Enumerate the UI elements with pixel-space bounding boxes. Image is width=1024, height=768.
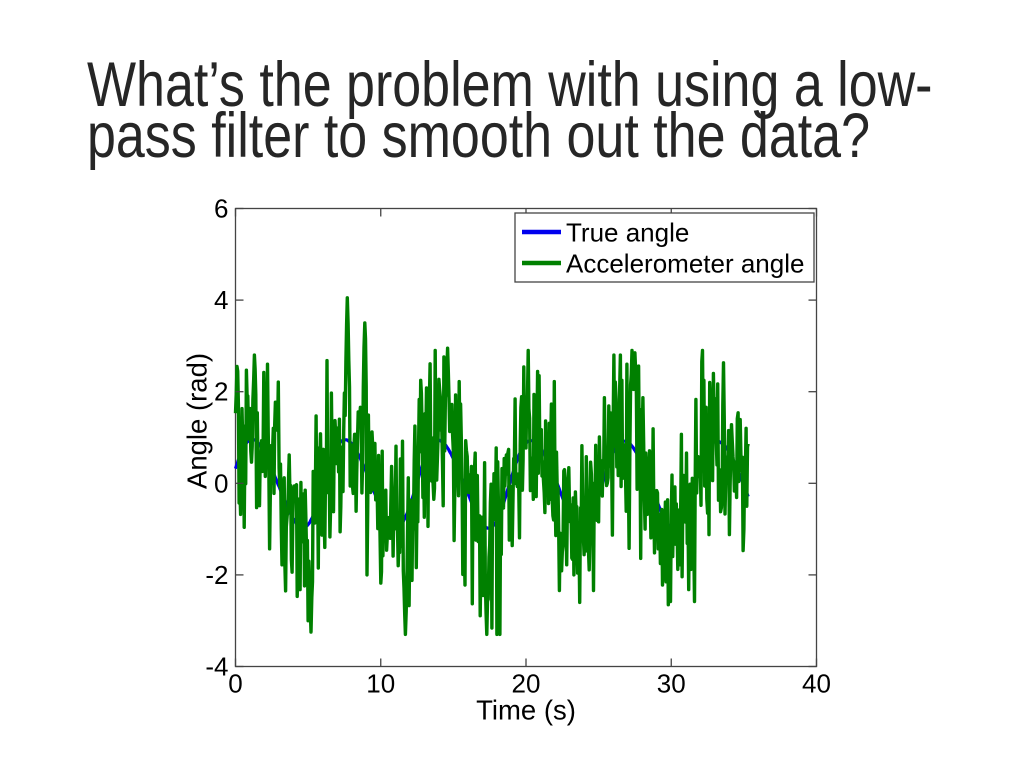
x-tick-label: 20 [512, 669, 541, 699]
x-axis-label: Time (s) [476, 695, 576, 726]
y-tick-label: -4 [205, 652, 228, 682]
y-tick-label: 4 [214, 285, 228, 315]
x-tick-label: 10 [366, 669, 395, 699]
y-tick-label: 2 [214, 377, 228, 407]
x-tick-label: 30 [657, 669, 686, 699]
x-tick-label: 40 [802, 669, 831, 699]
y-tick-label: -2 [205, 560, 228, 590]
legend-label-1: True angle [566, 218, 689, 248]
y-tick-label: 0 [214, 468, 228, 498]
legend-label-2: Accelerometer angle [566, 249, 804, 279]
plot-series [233, 296, 750, 637]
y-tick-label: 6 [214, 194, 228, 224]
slide-title-line-1: What’s the problem with using a low- [87, 49, 933, 120]
plot-ticks: 0 10 20 30 40 -4 -2 0 2 4 6 [205, 194, 831, 699]
y-axis-label: Angle (rad) [182, 353, 213, 489]
slide-title: What’s the problem with using a low- pas… [87, 49, 933, 171]
series-accelerometer-angle-line [233, 296, 750, 637]
x-tick-label: 0 [228, 669, 242, 699]
legend-box [514, 212, 815, 283]
slide-title-line-2: pass filter to smooth out the data? [87, 101, 870, 171]
